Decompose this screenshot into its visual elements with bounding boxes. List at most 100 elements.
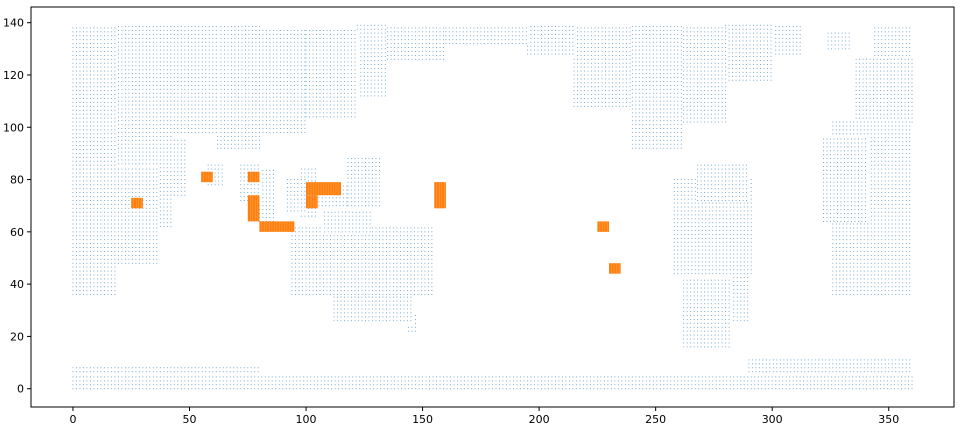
- land-point: [82, 50, 84, 52]
- land-point: [86, 211, 88, 213]
- land-point: [117, 53, 119, 55]
- land-point: [584, 50, 586, 52]
- land-point: [697, 50, 699, 52]
- land-point: [145, 143, 147, 145]
- land-point: [615, 98, 617, 99]
- land-point: [337, 81, 338, 82]
- land-point: [347, 77, 349, 79]
- land-point: [760, 71, 761, 73]
- land-point: [690, 58, 692, 60]
- land-point: [443, 50, 444, 52]
- land-point: [89, 196, 91, 197]
- land-point: [792, 41, 794, 43]
- land-point: [79, 203, 81, 205]
- land-point: [138, 49, 140, 51]
- land-point: [142, 34, 144, 35]
- land-point: [711, 78, 713, 80]
- land-point: [721, 54, 723, 56]
- land-point: [103, 172, 105, 174]
- land-point: [587, 94, 589, 96]
- land-point: [374, 60, 376, 62]
- land-point: [138, 124, 140, 126]
- land-point: [244, 104, 246, 106]
- land-point: [198, 69, 200, 71]
- land-point: [128, 100, 130, 102]
- land-point: [198, 104, 200, 106]
- land-point: [638, 37, 640, 39]
- land-point: [220, 96, 222, 98]
- land-point: [297, 112, 299, 114]
- land-point: [76, 235, 77, 237]
- land-point: [594, 94, 596, 96]
- land-point: [659, 53, 661, 55]
- land-point: [124, 45, 126, 47]
- land-point: [711, 113, 713, 115]
- land-point: [215, 73, 217, 75]
- land-point: [445, 35, 447, 37]
- land-point: [293, 81, 295, 82]
- land-point: [666, 120, 668, 122]
- land-point: [631, 57, 633, 59]
- land-point: [124, 112, 126, 114]
- land-point: [177, 41, 179, 43]
- land-point: [187, 96, 189, 98]
- land-point: [631, 30, 633, 31]
- land-point: [670, 92, 672, 94]
- land-point: [205, 57, 207, 59]
- land-point: [258, 104, 260, 106]
- land-point: [725, 74, 727, 76]
- land-point: [608, 78, 610, 80]
- land-point: [121, 112, 123, 114]
- land-point: [86, 250, 88, 252]
- land-point: [304, 96, 306, 98]
- land-point: [198, 57, 200, 59]
- land-point: [290, 49, 292, 51]
- land-point: [584, 66, 586, 68]
- land-point: [184, 65, 186, 67]
- land-point: [732, 192, 734, 194]
- land-point: [642, 81, 644, 82]
- land-point: [149, 41, 151, 43]
- land-point: [201, 124, 203, 126]
- land-point: [363, 24, 365, 26]
- land-point: [89, 109, 91, 111]
- land-point: [670, 45, 672, 47]
- land-point: [663, 96, 665, 98]
- land-point: [191, 37, 193, 39]
- land-point: [591, 66, 593, 68]
- land-point: [594, 62, 596, 64]
- land-point: [279, 73, 281, 75]
- land-point: [166, 139, 168, 141]
- land-point: [775, 53, 777, 55]
- land-point: [72, 27, 74, 29]
- land-point: [93, 290, 95, 292]
- land-point: [649, 81, 651, 82]
- land-point: [330, 37, 331, 39]
- land-point: [215, 34, 217, 35]
- land-point: [381, 56, 383, 58]
- land-point: [455, 35, 457, 37]
- land-point: [742, 52, 744, 54]
- land-point: [300, 73, 302, 75]
- land-point: [107, 219, 109, 221]
- land-point: [561, 34, 563, 35]
- land-point: [201, 57, 203, 59]
- land-point: [103, 290, 105, 292]
- land-point: [93, 152, 95, 154]
- land-point: [534, 53, 535, 55]
- land-point: [265, 96, 267, 98]
- land-point: [587, 101, 589, 103]
- land-point: [103, 58, 105, 60]
- land-point: [177, 49, 179, 51]
- land-point: [100, 215, 102, 217]
- land-point: [659, 69, 661, 71]
- land-point: [103, 278, 105, 280]
- land-point: [704, 50, 706, 52]
- land-point: [205, 84, 207, 86]
- land-point: [363, 28, 365, 30]
- land-point: [544, 37, 546, 39]
- land-point: [297, 73, 299, 75]
- land-point: [82, 250, 84, 252]
- land-point: [422, 54, 424, 56]
- land-point: [107, 184, 109, 186]
